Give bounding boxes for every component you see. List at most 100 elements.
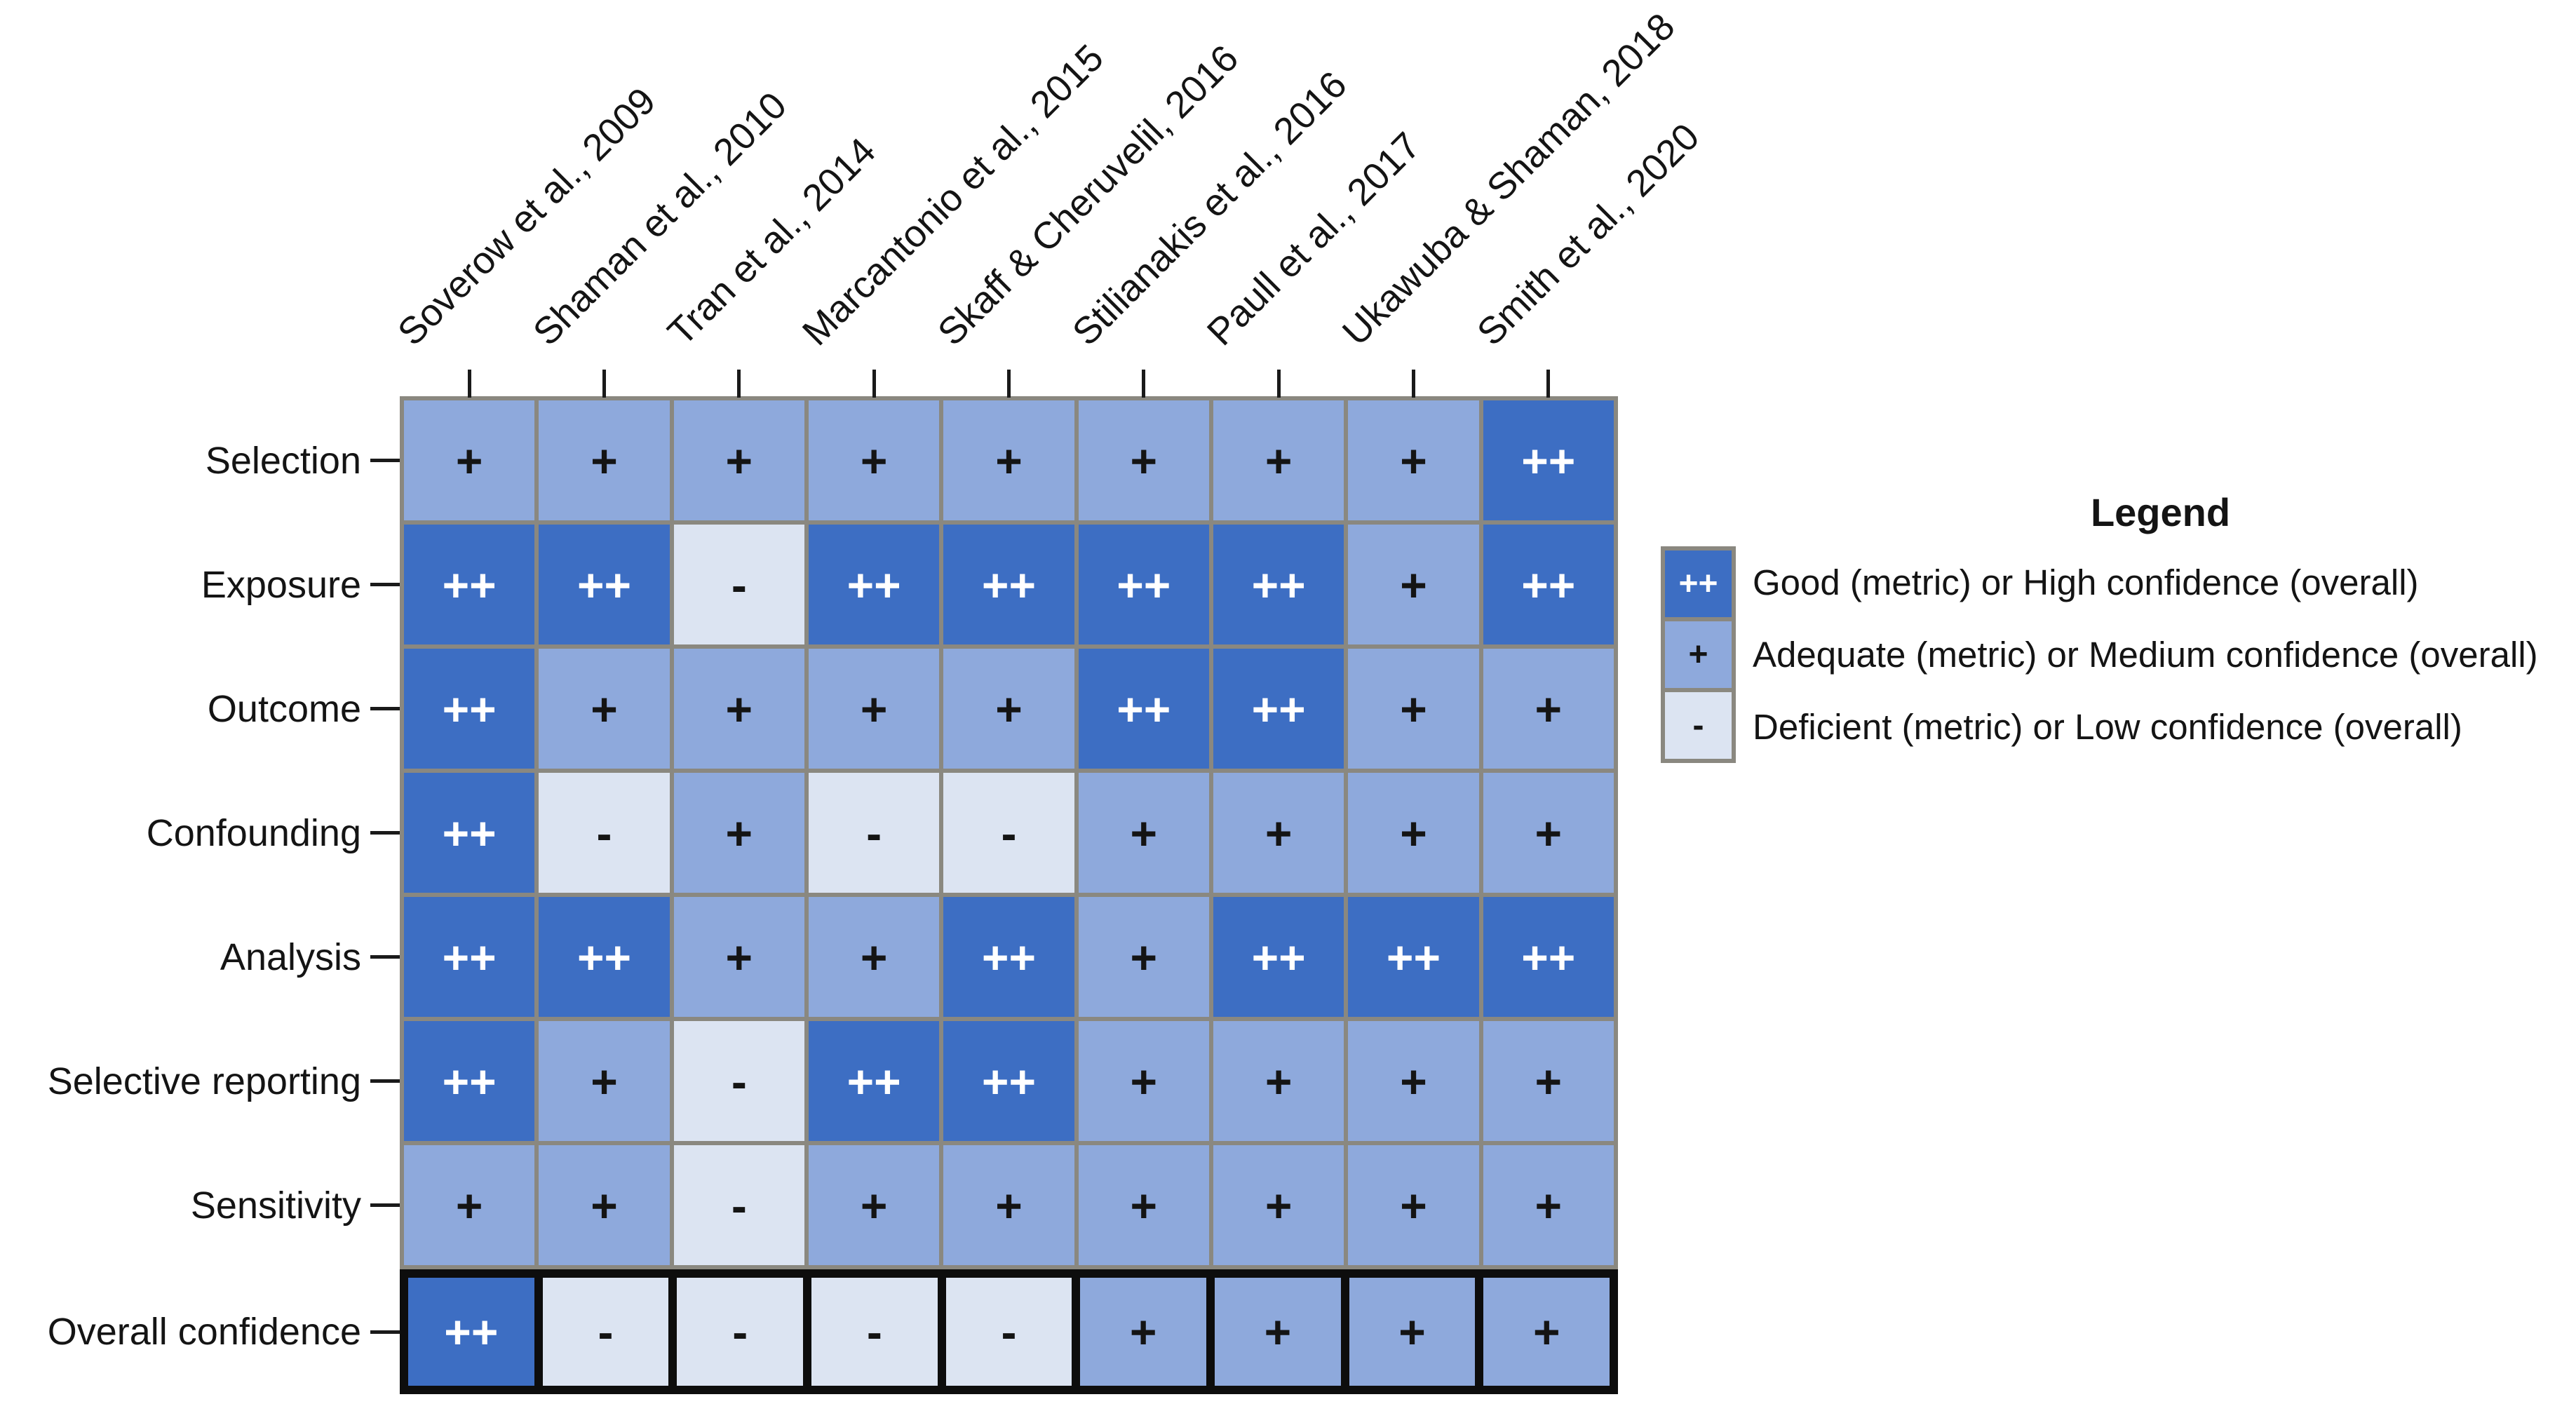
column-tick	[872, 370, 876, 398]
cell-rating: +	[995, 1179, 1023, 1231]
cell-rating: +	[1130, 434, 1158, 487]
cell-rating: +	[1130, 806, 1158, 859]
row-tick	[370, 955, 400, 959]
cell-rating: +	[995, 682, 1023, 735]
matrix-cell: +	[539, 400, 670, 520]
cell-rating: ++	[1521, 434, 1576, 487]
cell-rating: +	[591, 434, 618, 487]
matrix-cell: ++	[1078, 649, 1209, 769]
cell-rating: +	[1265, 434, 1293, 487]
matrix-cell: +	[808, 400, 940, 520]
matrix-cell: +	[1078, 1145, 1209, 1265]
cell-rating: +	[1535, 682, 1563, 735]
matrix-cell: ++	[808, 1021, 940, 1141]
column-tick	[1007, 370, 1011, 398]
cell-rating: +	[591, 1179, 618, 1231]
matrix-grid: + + + + + + + + ++ ++ ++ - ++ ++ ++ ++ + ++ ++ + + + + ++ ++ + + ++…	[400, 396, 1618, 1269]
matrix-cell: +	[943, 1145, 1074, 1265]
cell-rating: ++	[981, 1055, 1037, 1107]
column-label: Shaman et al., 2010	[525, 84, 795, 354]
matrix-cell: +	[1213, 1145, 1344, 1265]
cell-rating: -	[866, 1306, 882, 1358]
cell-rating: +	[860, 434, 888, 487]
matrix-cell: +	[1483, 1021, 1614, 1141]
cell-rating: +	[725, 682, 753, 735]
matrix-cell: +	[539, 1021, 670, 1141]
cell-rating: +	[1400, 1179, 1427, 1231]
matrix-cell: +	[404, 1145, 535, 1265]
matrix-cell: ++	[1483, 897, 1614, 1017]
overall-confidence-row: ++ - - - - + + + +	[400, 1269, 1618, 1394]
cell-rating: ++	[442, 806, 497, 859]
matrix-cell: +	[1483, 1278, 1610, 1386]
legend-entry-label: Good (metric) or High confidence (overal…	[1753, 562, 2419, 602]
cell-rating: ++	[442, 558, 497, 611]
cell-rating: ++	[1251, 931, 1306, 983]
cell-rating: +	[1400, 682, 1427, 735]
matrix-cell: ++	[1213, 649, 1344, 769]
cell-rating: +	[1535, 1055, 1563, 1107]
cell-rating: ++	[1251, 558, 1306, 611]
legend-title: Legend	[2090, 490, 2231, 534]
matrix-cell: +	[1349, 1278, 1476, 1386]
cell-rating: +	[455, 1179, 483, 1231]
matrix-row: ++ ++ - ++ ++ ++ ++ + ++	[404, 525, 1614, 644]
matrix-row: ++ + + + + ++ ++ + +	[404, 649, 1614, 769]
matrix-cell: +	[808, 897, 940, 1017]
legend-entry-label: Deficient (metric) or Low confidence (ov…	[1753, 707, 2462, 747]
row-tick	[370, 1203, 400, 1207]
matrix-cell: ++	[1078, 525, 1209, 644]
cell-rating: -	[596, 806, 612, 859]
matrix-cell: +	[1348, 773, 1479, 893]
matrix-cell: +	[1348, 1145, 1479, 1265]
column-tick	[1142, 370, 1146, 398]
row-label: Confounding	[146, 811, 361, 854]
matrix-cell: +	[539, 649, 670, 769]
legend-swatch: +	[1665, 621, 1732, 688]
cell-rating: -	[866, 806, 882, 859]
matrix-cell: +	[1078, 400, 1209, 520]
cell-rating: +	[725, 931, 753, 983]
matrix-cell: ++	[808, 525, 940, 644]
row-label: Overall confidence	[47, 1311, 361, 1353]
cell-rating: +	[1400, 558, 1427, 611]
cell-rating: ++	[847, 1055, 901, 1107]
matrix-row: + + - + + + + + +	[404, 1145, 1614, 1265]
matrix-cell: +	[1213, 773, 1344, 893]
matrix-cell: +	[1078, 1021, 1209, 1141]
cell-rating: ++	[1521, 931, 1576, 983]
cell-rating: ++	[1521, 558, 1576, 611]
cell-rating: ++	[1386, 931, 1441, 983]
column-tick	[602, 370, 606, 398]
cell-rating: +	[1265, 806, 1293, 859]
matrix-cell: -	[945, 1278, 1072, 1386]
cell-rating: +	[1129, 1306, 1157, 1358]
cell-rating: +	[1400, 806, 1427, 859]
matrix-cell: ++	[404, 897, 535, 1017]
matrix-cell: +	[1483, 1145, 1614, 1265]
cell-rating: +	[860, 931, 888, 983]
cell-rating: -	[732, 1306, 748, 1358]
column-tick	[737, 370, 741, 398]
row-label: Selection	[205, 439, 361, 482]
cell-rating: -	[1001, 806, 1017, 859]
legend-swatch: ++	[1665, 551, 1732, 617]
cell-rating: ++	[442, 682, 497, 735]
cell-rating: ++	[1251, 682, 1306, 735]
matrix-row: ++ + - ++ ++ + + + +	[404, 1021, 1614, 1141]
cell-rating: ++	[576, 558, 632, 611]
matrix-cell: ++	[1213, 525, 1344, 644]
cell-rating: +	[995, 434, 1023, 487]
matrix-cell: -	[673, 1021, 804, 1141]
cell-rating: +	[591, 682, 618, 735]
matrix-cell: ++	[404, 773, 535, 893]
cell-rating: ++	[847, 558, 901, 611]
matrix-cell: +	[1348, 1021, 1479, 1141]
matrix-cell: +	[1078, 773, 1209, 893]
cell-rating: +	[1535, 1179, 1563, 1231]
matrix-cell: -	[542, 1278, 669, 1386]
matrix-cell: +	[1078, 897, 1209, 1017]
row-label: Exposure	[201, 563, 361, 606]
column-tick	[1276, 370, 1281, 398]
cell-rating: ++	[442, 931, 497, 983]
